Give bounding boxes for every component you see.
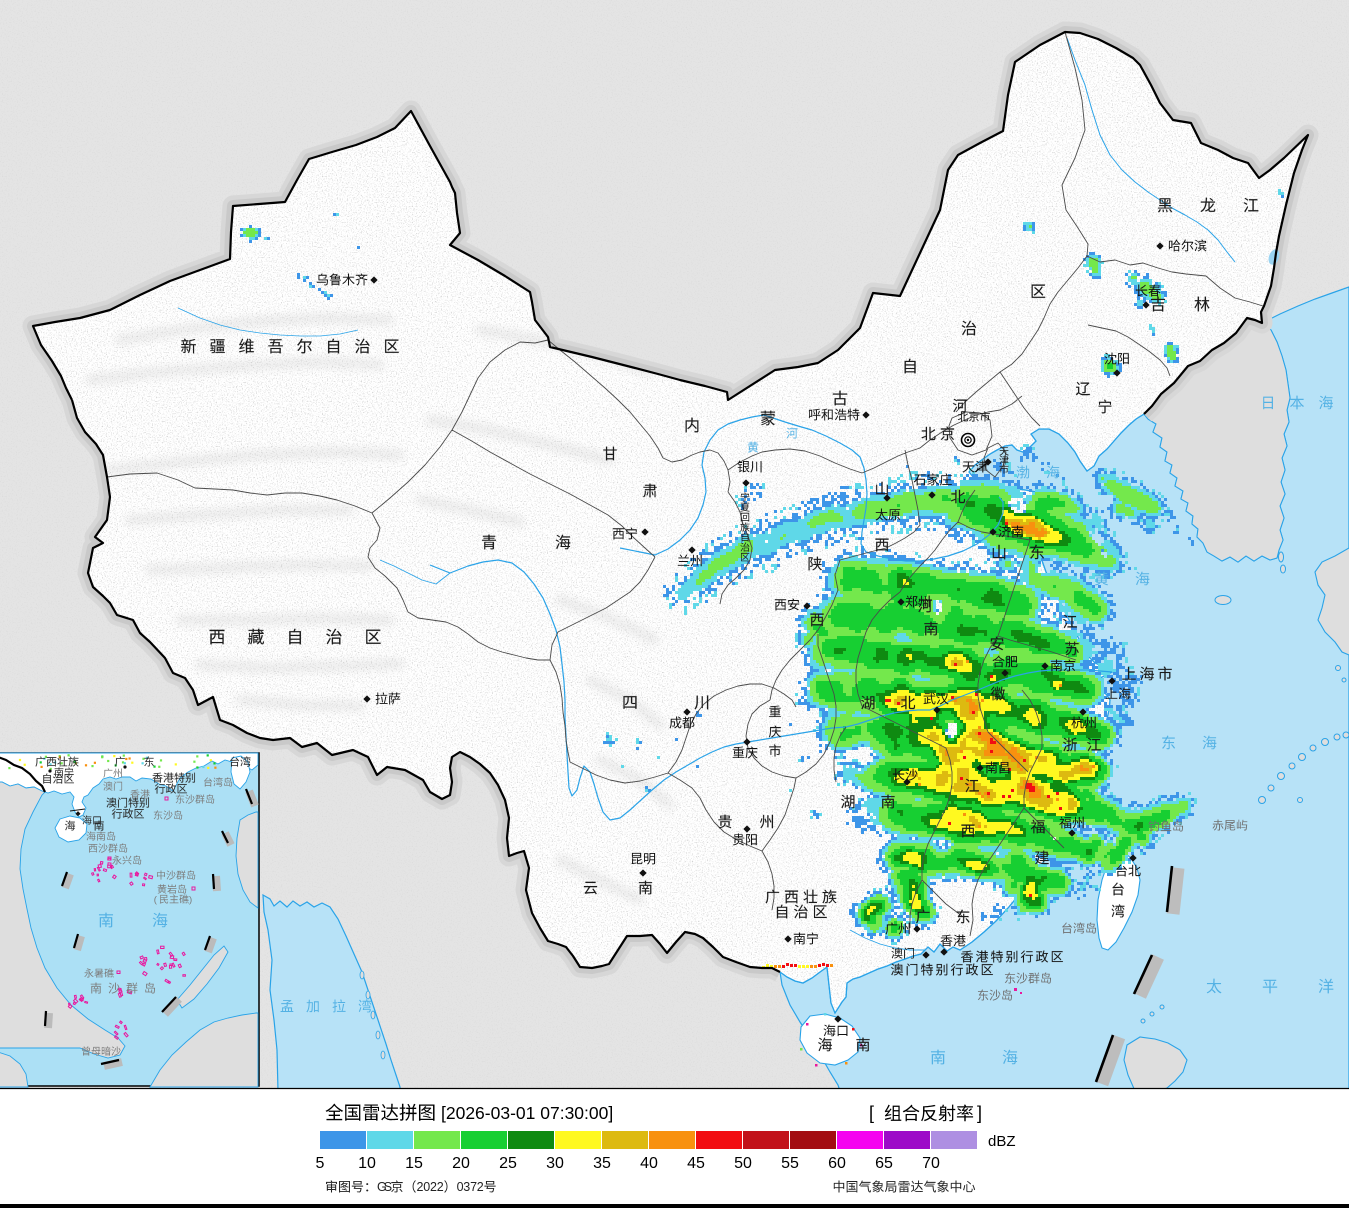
svg-text:dBZ: dBZ bbox=[988, 1133, 1016, 1150]
svg-text:50: 50 bbox=[734, 1155, 752, 1172]
svg-text:7: 7 bbox=[470, 1180, 477, 1194]
svg-text:S: S bbox=[384, 1180, 392, 1194]
svg-text:10: 10 bbox=[358, 1155, 376, 1172]
svg-text:35: 35 bbox=[593, 1155, 611, 1172]
svg-text:65: 65 bbox=[875, 1155, 893, 1172]
svg-text:2: 2 bbox=[430, 1180, 437, 1194]
svg-text:0: 0 bbox=[423, 1180, 430, 1194]
svg-text:45: 45 bbox=[687, 1155, 705, 1172]
svg-text:30: 30 bbox=[546, 1155, 564, 1172]
svg-text:3: 3 bbox=[463, 1180, 470, 1194]
svg-text:2: 2 bbox=[437, 1180, 444, 1194]
svg-text:G: G bbox=[377, 1180, 387, 1194]
svg-text:[2026-03-01 07:30:00]: [2026-03-01 07:30:00] bbox=[441, 1103, 613, 1123]
svg-text:(: ( bbox=[154, 895, 158, 906]
svg-text:): ) bbox=[189, 895, 192, 906]
svg-text:20: 20 bbox=[452, 1155, 470, 1172]
svg-text:2: 2 bbox=[477, 1180, 484, 1194]
svg-text:0: 0 bbox=[457, 1180, 464, 1194]
svg-text:15: 15 bbox=[405, 1155, 423, 1172]
svg-text:2: 2 bbox=[417, 1180, 424, 1194]
svg-text:60: 60 bbox=[828, 1155, 846, 1172]
svg-text:]: ] bbox=[977, 1103, 982, 1123]
svg-text:40: 40 bbox=[640, 1155, 658, 1172]
svg-text:[: [ bbox=[869, 1103, 874, 1123]
svg-text:55: 55 bbox=[781, 1155, 799, 1172]
svg-text:25: 25 bbox=[499, 1155, 517, 1172]
svg-text:70: 70 bbox=[922, 1155, 940, 1172]
svg-text:5: 5 bbox=[316, 1155, 325, 1172]
